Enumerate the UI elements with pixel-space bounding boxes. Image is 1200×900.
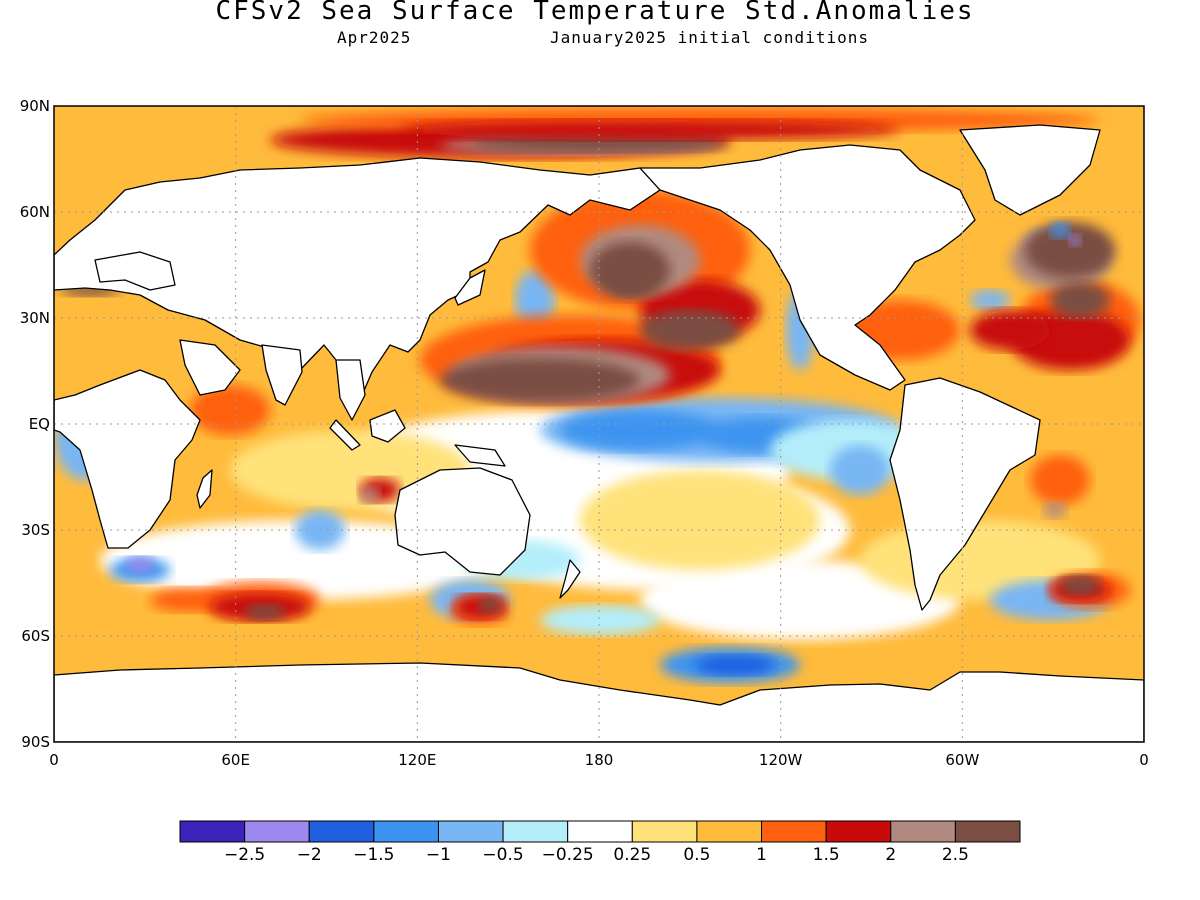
japan-land (454, 269, 486, 306)
colorbar-swatch (631, 820, 698, 843)
longitude-label: 0 (49, 751, 59, 769)
colorbar-legend: −2.5 −2 −1.5 −1 −0.5 −0.25 0.25 0.5 1 1.5 2 2.5 (179, 820, 1021, 865)
anomaly-patch (970, 310, 1050, 350)
colorbar-label: 2.5 (942, 845, 969, 865)
anomaly-patch (400, 120, 900, 140)
anomaly-patch (440, 358, 640, 402)
sumatra-land (329, 419, 361, 451)
colorbar-label: 0.25 (613, 845, 651, 865)
anomaly-patch (245, 604, 285, 620)
eurasia-land (54, 157, 661, 401)
anomaly-patch (640, 310, 740, 350)
latitude-label: 30N (20, 309, 50, 327)
longitude-label: 120E (398, 751, 436, 769)
initial-conditions-label: January2025 initial conditions (550, 28, 869, 47)
latitude-label: 90N (20, 97, 50, 115)
anomaly-patch (970, 290, 1010, 310)
colorbar-label: 1.5 (813, 845, 840, 865)
colorbar-swatch (244, 820, 310, 843)
anomaly-patch (1025, 222, 1115, 278)
longitude-label: 180 (585, 751, 614, 769)
colorbar-label: −2 (297, 845, 322, 865)
colorbar-swatch (567, 820, 633, 843)
anomaly-patch (478, 597, 502, 613)
indochina-land (335, 359, 366, 421)
latitude-label: EQ (29, 415, 50, 433)
anomaly-patch (605, 255, 655, 295)
colorbar-label: 2 (885, 845, 896, 865)
latitude-label: 30S (21, 521, 50, 539)
north-america-land (639, 144, 976, 391)
anomaly-patch (695, 655, 775, 675)
anomaly-patch (1050, 282, 1110, 318)
africa-land (54, 369, 201, 549)
new-zealand-land (559, 559, 581, 599)
anomaly-patch (830, 445, 890, 495)
colorbar-label: −1 (426, 845, 451, 865)
colorbar-label: −2.5 (224, 845, 265, 865)
anomaly-patch (1050, 222, 1070, 238)
colorbar-label: −0.5 (482, 845, 523, 865)
colorbar-label: −1.5 (353, 845, 394, 865)
colorbar-swatch (502, 820, 569, 843)
anomaly-patch (1030, 455, 1090, 505)
anomaly-patch (540, 605, 660, 635)
india-land (261, 344, 303, 406)
madagascar-land (196, 469, 213, 509)
colorbar-swatch (179, 820, 246, 843)
anomaly-patch (190, 385, 270, 435)
latitude-label: 60N (20, 203, 50, 221)
longitude-label: 60E (221, 751, 250, 769)
map-frame (53, 105, 1145, 743)
longitude-axis: 0 60E 120E 180 120W 60W 0 (49, 751, 1149, 769)
anomaly-patch (1043, 502, 1067, 518)
colorbar-swatch (954, 820, 1021, 843)
borneo-land (369, 409, 406, 443)
europe-land (94, 251, 176, 291)
anomaly-patch (1069, 234, 1081, 246)
colorbar-swatch (761, 820, 827, 843)
anomaly-patch (150, 588, 230, 612)
map-title: CFSv2 Sea Surface Temperature Std.Anomal… (215, 0, 975, 26)
arabia-land (179, 339, 241, 396)
latitude-axis: 90N 60N 30N EQ 30S 60S 90S (20, 97, 50, 751)
latitude-label: 60S (21, 627, 50, 645)
anomaly-patch (126, 557, 154, 573)
anomaly-patch (560, 410, 720, 450)
longitude-label: 120W (759, 751, 803, 769)
anomaly-patch (1060, 575, 1100, 595)
latitude-label: 90S (21, 733, 50, 751)
colorbar-swatch (696, 820, 763, 843)
colorbar-label: 0.5 (683, 845, 710, 865)
anomaly-patch (580, 470, 820, 570)
lat-lon-grid (54, 106, 1144, 742)
colorbar-swatch (890, 820, 956, 843)
colorbar-swatch (373, 820, 439, 843)
longitude-label: 60W (945, 751, 979, 769)
australia-land (394, 467, 531, 576)
greenland-land (959, 124, 1101, 216)
longitude-label: 0 (1139, 751, 1149, 769)
colorbar-swatch (437, 820, 504, 843)
colorbar-label: −0.25 (542, 845, 594, 865)
new-guinea-land (454, 444, 506, 467)
colorbar-label: 1 (756, 845, 767, 865)
colorbar-swatch (308, 820, 375, 843)
anomaly-patch (360, 487, 380, 503)
anomaly-patch (515, 270, 555, 330)
colorbar-swatch (825, 820, 892, 843)
forecast-month: Apr2025 (337, 28, 412, 47)
south-america-land (889, 377, 1041, 611)
